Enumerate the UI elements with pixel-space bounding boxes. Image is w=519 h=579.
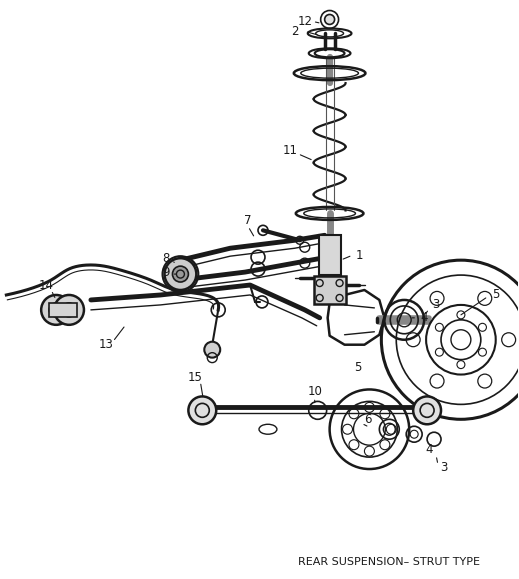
Circle shape xyxy=(172,266,188,282)
Circle shape xyxy=(204,342,220,358)
Text: 9: 9 xyxy=(162,266,169,278)
Circle shape xyxy=(54,295,84,325)
Bar xyxy=(313,276,346,304)
Text: 2: 2 xyxy=(291,25,298,38)
Text: 13: 13 xyxy=(99,338,113,351)
Circle shape xyxy=(188,397,216,424)
Text: 5: 5 xyxy=(492,288,499,302)
Text: 10: 10 xyxy=(307,385,322,398)
Text: 15: 15 xyxy=(188,371,203,384)
Text: 3: 3 xyxy=(440,460,448,474)
Circle shape xyxy=(165,258,196,290)
Text: 12: 12 xyxy=(297,15,312,28)
Text: REAR SUSPENSION– STRUT TYPE: REAR SUSPENSION– STRUT TYPE xyxy=(298,556,480,566)
Text: 6: 6 xyxy=(364,413,371,426)
Circle shape xyxy=(41,295,71,325)
Bar xyxy=(49,303,77,317)
Text: 1: 1 xyxy=(356,249,363,262)
Text: 8: 8 xyxy=(162,252,169,265)
Circle shape xyxy=(413,397,441,424)
Text: 4: 4 xyxy=(426,442,433,456)
Text: 4: 4 xyxy=(420,312,428,324)
Text: 3: 3 xyxy=(432,298,440,312)
Text: 7: 7 xyxy=(244,214,252,227)
Circle shape xyxy=(325,14,335,24)
Text: 14: 14 xyxy=(38,278,53,291)
Text: 5: 5 xyxy=(354,361,361,374)
Bar xyxy=(319,235,340,275)
Text: 11: 11 xyxy=(282,144,297,157)
